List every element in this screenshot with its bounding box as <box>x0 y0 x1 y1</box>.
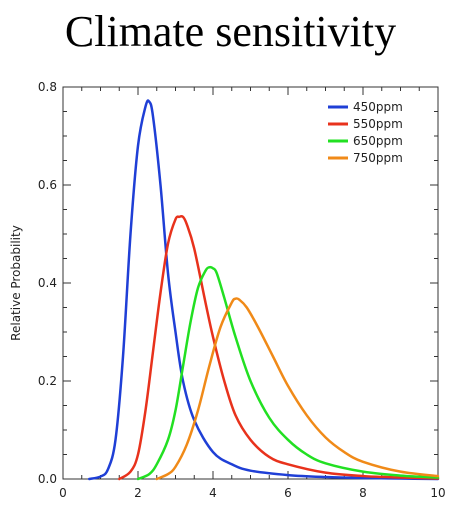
series-line-650ppm <box>136 265 440 481</box>
legend-label-650ppm: 650ppm <box>353 134 403 148</box>
x-tick-label: 2 <box>134 486 142 500</box>
series-layer <box>88 99 440 481</box>
chart-title: Climate sensitivity <box>64 7 397 56</box>
y-tick-label: 0.8 <box>38 80 57 94</box>
x-tick-label: 4 <box>209 486 217 500</box>
y-tick-label: 0.6 <box>38 178 57 192</box>
x-tick-label: 8 <box>359 486 367 500</box>
x-tick-label: 0 <box>59 486 67 500</box>
legend-label-550ppm: 550ppm <box>353 117 403 131</box>
x-tick-label: 10 <box>430 486 445 500</box>
series-line-750ppm <box>155 297 440 481</box>
y-axis-label: Relative Probability <box>9 225 23 341</box>
series-line-450ppm <box>88 99 440 481</box>
ticks-layer: 0 2 4 6 8 10 0.0 0.2 0.4 0.6 0.8 <box>38 80 446 500</box>
y-tick-label: 0.0 <box>38 472 57 486</box>
legend-label-750ppm: 750ppm <box>353 151 403 165</box>
y-tick-label: 0.2 <box>38 374 57 388</box>
series-line-550ppm <box>118 214 440 481</box>
y-tick-label: 0.4 <box>38 276 57 290</box>
legend: 450ppm 550ppm 650ppm 750ppm <box>328 100 403 165</box>
legend-label-450ppm: 450ppm <box>353 100 403 114</box>
x-tick-label: 6 <box>284 486 292 500</box>
